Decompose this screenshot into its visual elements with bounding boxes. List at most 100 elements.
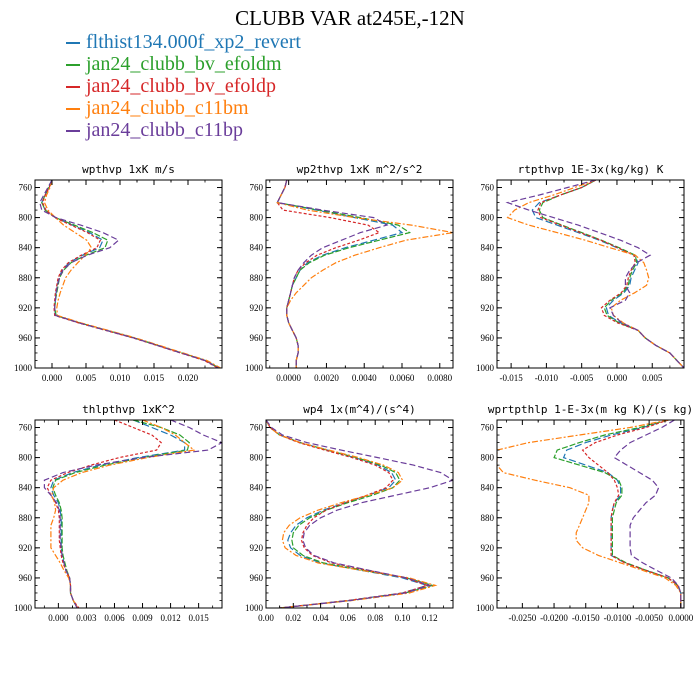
y-tick-label: 840: [19, 483, 33, 493]
y-tick-label: 1000: [14, 603, 33, 613]
x-tick-label: 0.005: [642, 373, 663, 383]
y-tick-label: 760: [250, 423, 264, 433]
legend-entry: jan24_clubb_c11bm: [66, 97, 301, 119]
series-line: [506, 180, 684, 368]
x-tick-label: -0.0250: [508, 613, 536, 623]
series-line: [613, 420, 682, 608]
y-tick-label: 760: [481, 423, 495, 433]
plot-panel: wp2thvp 1xK m^2/s^2 760 800 840 880 920 960 100…: [245, 163, 454, 383]
x-tick-label: 0.000: [42, 373, 63, 383]
series-line: [497, 420, 682, 608]
x-tick-label: 0.10: [395, 613, 411, 623]
x-tick-label: 0.000: [48, 613, 69, 623]
x-tick-label: 0.06: [340, 613, 356, 623]
y-tick-label: 920: [19, 543, 33, 553]
plot-panel: wpthvp 1xK m/s 760 800 840 880 920 960 1000 0.00…: [14, 163, 223, 383]
plot-panel: thlpthvp 1xK^2 760 800 840 880 920 960 1000 0.00…: [14, 403, 223, 623]
series-group: [505, 180, 684, 368]
legend-swatch: [66, 130, 80, 133]
y-tick-label: 840: [250, 243, 264, 253]
x-tick-label: 0.0040: [352, 373, 377, 383]
x-tick-label: 0.003: [76, 613, 97, 623]
x-tick-label: 0.0020: [314, 373, 339, 383]
y-tick-label: 760: [481, 183, 495, 193]
y-tick-label: 1000: [476, 363, 495, 373]
y-tick-label: 920: [19, 303, 33, 313]
y-tick-label: 880: [481, 513, 495, 523]
x-tick-label: 0.015: [189, 613, 210, 623]
y-tick-label: 920: [250, 543, 264, 553]
y-tick-label: 960: [250, 333, 264, 343]
y-tick-label: 1000: [245, 363, 264, 373]
y-tick-label: 920: [250, 303, 264, 313]
x-tick-label: 0.0080: [427, 373, 452, 383]
series-line: [52, 420, 190, 608]
legend-entry: jan24_clubb_bv_efoldm: [66, 53, 301, 75]
legend-label: flthist134.000f_xp2_revert: [86, 31, 301, 53]
series-line: [43, 180, 221, 368]
figure-title: CLUBB VAR at245E,-12N: [235, 6, 465, 30]
plot-frame: [34, 419, 223, 609]
panel-title: wpthvp 1xK m/s: [82, 163, 175, 176]
series-line: [50, 420, 196, 608]
y-tick-label: 760: [19, 183, 33, 193]
x-tick-label: 0.010: [110, 373, 131, 383]
legend-label: jan24_clubb_bv_efoldp: [86, 75, 276, 97]
series-line: [39, 180, 219, 368]
y-tick-label: 880: [250, 513, 264, 523]
series-line: [537, 180, 684, 368]
legend: flthist134.000f_xp2_revert jan24_clubb_b…: [66, 31, 301, 141]
plot-frame: [265, 419, 454, 609]
x-tick-label: 0.0000: [668, 613, 693, 623]
series-line: [50, 420, 186, 608]
y-tick-label: 880: [250, 273, 264, 283]
x-tick-label: 0.005: [76, 373, 97, 383]
x-tick-label: 0.009: [132, 613, 153, 623]
series-line: [41, 180, 219, 368]
x-tick-label: 0.012: [160, 613, 180, 623]
legend-swatch: [66, 42, 80, 45]
y-tick-label: 800: [250, 213, 264, 223]
y-tick-label: 880: [19, 513, 33, 523]
plot-frame: [265, 179, 454, 369]
series-group: [497, 420, 682, 608]
plot-panel: rtpthvp 1E-3x(kg/kg) K 760 800 840 880 920 960…: [476, 163, 685, 383]
series-line: [266, 420, 453, 608]
x-tick-label: -0.010: [535, 373, 559, 383]
x-tick-label: 0.00: [258, 613, 274, 623]
plot-panel: wp4 1x(m^4)/(s^4)76080084088092096010000…: [245, 403, 454, 623]
x-tick-label: -0.015: [499, 373, 523, 383]
panel-title: wp4 1x(m^4)/(s^4): [303, 403, 416, 416]
y-tick-label: 800: [481, 453, 495, 463]
plot-frame: [496, 419, 685, 609]
x-tick-label: 0.015: [144, 373, 165, 383]
series-line: [276, 180, 453, 368]
y-tick-label: 800: [250, 453, 264, 463]
x-tick-label: -0.0200: [540, 613, 568, 623]
series-line: [581, 420, 682, 608]
series-line: [276, 180, 381, 368]
panel-title: thlpthvp 1xK^2: [82, 403, 175, 416]
series-line: [276, 180, 412, 368]
legend-entry: flthist134.000f_xp2_revert: [66, 31, 301, 53]
legend-label: jan24_clubb_c11bm: [86, 97, 249, 119]
series-line: [276, 180, 389, 368]
series-line: [266, 420, 430, 608]
y-tick-label: 920: [481, 303, 495, 313]
x-tick-label: 0.08: [367, 613, 383, 623]
legend-label: jan24_clubb_c11bp: [86, 119, 244, 141]
series-line: [505, 180, 684, 368]
series-line: [553, 420, 682, 608]
y-tick-label: 760: [250, 183, 264, 193]
series-group: [43, 420, 222, 608]
y-tick-label: 880: [19, 273, 33, 283]
x-tick-label: -0.0150: [572, 613, 600, 623]
legend-swatch: [66, 64, 80, 67]
x-tick-label: 0.02: [285, 613, 301, 623]
y-tick-label: 960: [481, 333, 495, 343]
y-tick-label: 960: [19, 333, 33, 343]
x-tick-label: 0.04: [313, 613, 329, 623]
x-tick-label: 0.0060: [390, 373, 415, 383]
y-tick-label: 960: [481, 573, 495, 583]
